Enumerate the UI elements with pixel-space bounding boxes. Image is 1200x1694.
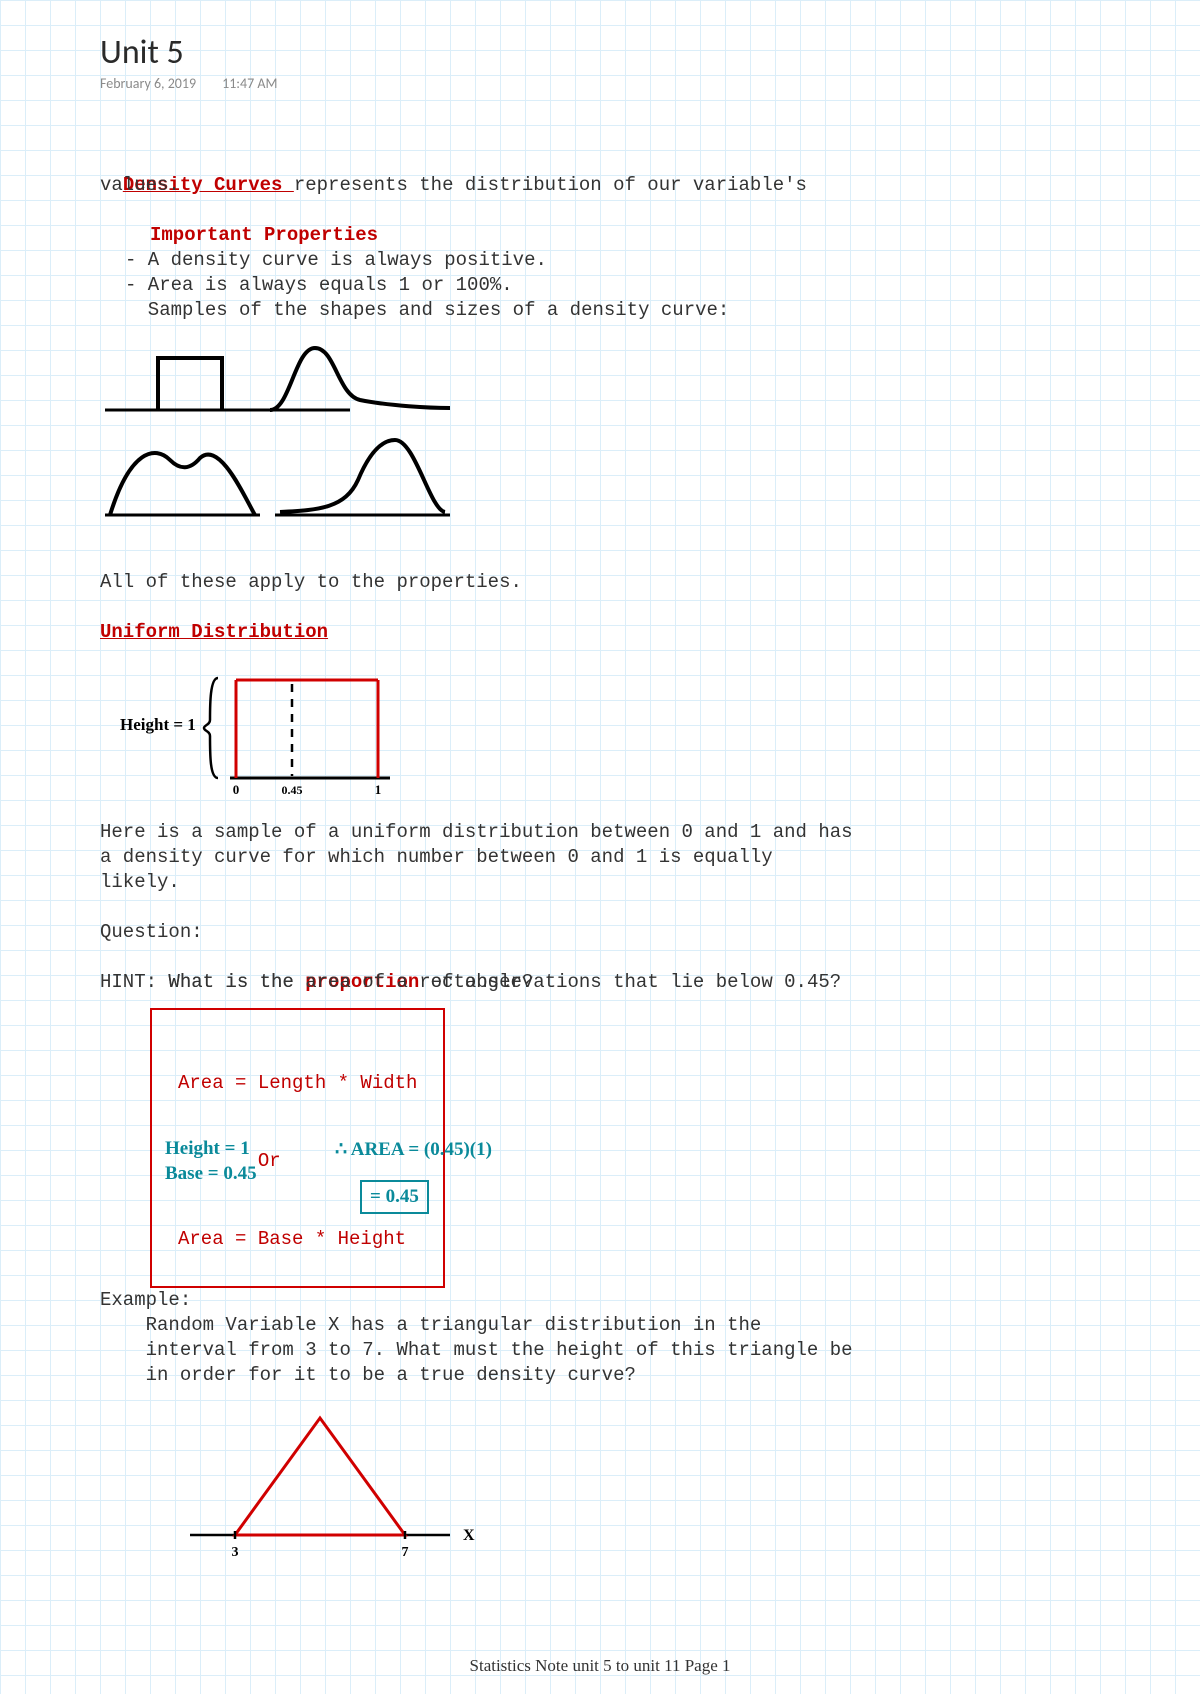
example-line3: in order for it to be a true density cur… [100,1363,636,1388]
svg-text:X: X [463,1527,475,1544]
svg-text:7: 7 [402,1545,409,1560]
prop2: - Area is always equals 1 or 100%. [125,273,513,298]
calc-result: = 0.45 [360,1180,429,1214]
calc-area: ∴ AREA = (0.45)(1) [335,1138,492,1161]
calc-height: Height = 1 [165,1138,250,1160]
example-label: Example: [100,1288,191,1313]
triangle-diagram: 3 7 X [180,1400,500,1570]
formula1: Area = Length * Width [178,1070,417,1096]
page-date: February 6, 2019 [100,75,196,92]
density-line1: Density Curves represents the distributi… [100,148,807,198]
example-line1: Random Variable X has a triangular distr… [100,1313,761,1338]
uniform-heading: Uniform Distribution [100,620,328,645]
svg-text:0.45: 0.45 [282,783,303,797]
svg-text:3: 3 [232,1545,239,1560]
calc-base: Base = 0.45 [165,1163,257,1185]
uniform-desc1: Here is a sample of a uniform distributi… [100,820,853,845]
svg-text:0: 0 [233,782,240,797]
page-footer: Statistics Note unit 5 to unit 11 Page 1 [0,1656,1200,1676]
density-line2: values. [100,173,180,198]
prop3: Samples of the shapes and sizes of a den… [125,298,729,323]
uniform-diagram: 0 0.45 1 [200,670,400,800]
important-heading: Important Properties [150,223,378,248]
density-sketches [100,340,460,530]
page-title: Unit 5 [100,32,184,73]
question-label: Question: [100,920,203,945]
page-meta: February 6, 2019 11:47 AM [100,75,277,92]
svg-text:1: 1 [375,782,382,797]
density-rest: represents the distribution of our varia… [294,174,807,196]
formula2: Area = Base * Height [178,1226,417,1252]
height-label: Height = 1 [120,715,196,735]
prop1: - A density curve is always positive. [125,248,547,273]
uniform-desc3: likely. [100,870,180,895]
uniform-desc2: a density curve for which number between… [100,845,773,870]
page-time: 11:47 AM [222,75,277,92]
hint: HINT: What is the area of a rectangle? [100,970,533,995]
all-apply: All of these apply to the properties. [100,570,522,595]
example-line2: interval from 3 to 7. What must the heig… [100,1338,853,1363]
